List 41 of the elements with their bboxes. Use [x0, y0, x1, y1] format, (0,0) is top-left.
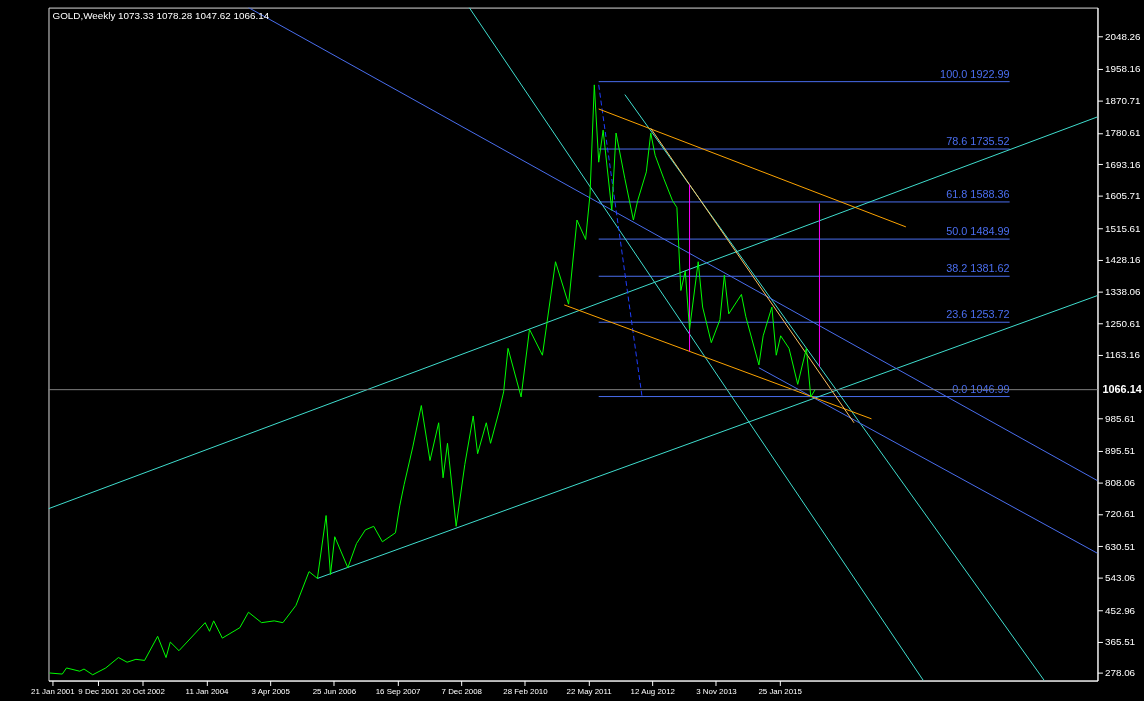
series-label: 0.0 1046.99	[952, 382, 1010, 395]
x-tick-label: 20 Oct 2002	[121, 686, 165, 696]
y-tick-label: 1958.16	[1104, 63, 1142, 75]
x-tick-label: 16 Sep 2007	[375, 686, 421, 696]
y-tick-label: 985.61	[1104, 413, 1136, 425]
y-tick-label: 2048.26	[1104, 31, 1142, 43]
y-tick-label: 1605.71	[1104, 190, 1142, 202]
y-tick-label: 1250.61	[1104, 317, 1142, 329]
ref-line-label: 1066.14	[1102, 382, 1142, 395]
y-tick-label: 1870.71	[1104, 94, 1142, 106]
y-tick-label: 1515.61	[1104, 222, 1142, 234]
y-tick-label: 1780.61	[1104, 127, 1142, 139]
y-tick-label: 365.51	[1104, 635, 1136, 647]
y-tick-label: 720.61	[1104, 508, 1136, 520]
series-label: 50.0 1484.99	[946, 225, 1010, 238]
y-tick-label: 452.96	[1104, 604, 1136, 616]
x-tick-label: 3 Nov 2013	[696, 686, 738, 696]
y-tick-label: 1428.16	[1104, 254, 1142, 265]
series-label: 38.2 1381.62	[946, 262, 1010, 275]
x-tick-label: 22 May 2011	[566, 686, 613, 696]
y-tick-label: 543.06	[1104, 572, 1136, 584]
y-tick-label: 278.06	[1104, 667, 1136, 679]
x-tick-label: 12 Aug 2012	[630, 686, 676, 696]
y-tick-label: 1338.06	[1104, 286, 1142, 298]
x-tick-label: 25 Jun 2006	[312, 686, 357, 696]
y-tick-label: 808.06	[1104, 476, 1136, 488]
series-label: 23.6 1253.72	[946, 308, 1010, 321]
y-tick-label: 1693.16	[1104, 158, 1142, 170]
y-tick-label: 895.51	[1104, 445, 1136, 457]
x-tick-label: 3 Apr 2005	[251, 686, 291, 696]
x-tick-label: 7 Dec 2008	[441, 686, 483, 696]
series-label: 100.0 1922.99	[940, 67, 1010, 80]
series-label: 61.8 1588.36	[946, 187, 1010, 200]
x-tick-label: 11 Jan 2004	[185, 686, 230, 696]
y-tick-label: 1163.16	[1104, 349, 1141, 361]
y-tick-label: 630.51	[1104, 540, 1136, 552]
x-tick-label: 21 Jan 2001	[31, 686, 76, 696]
x-tick-label: 9 Dec 2001	[78, 686, 120, 696]
series-label: 78.6 1735.52	[946, 135, 1010, 148]
x-tick-label: 25 Jan 2015	[758, 686, 803, 696]
x-tick-label: 28 Feb 2010	[503, 686, 549, 696]
